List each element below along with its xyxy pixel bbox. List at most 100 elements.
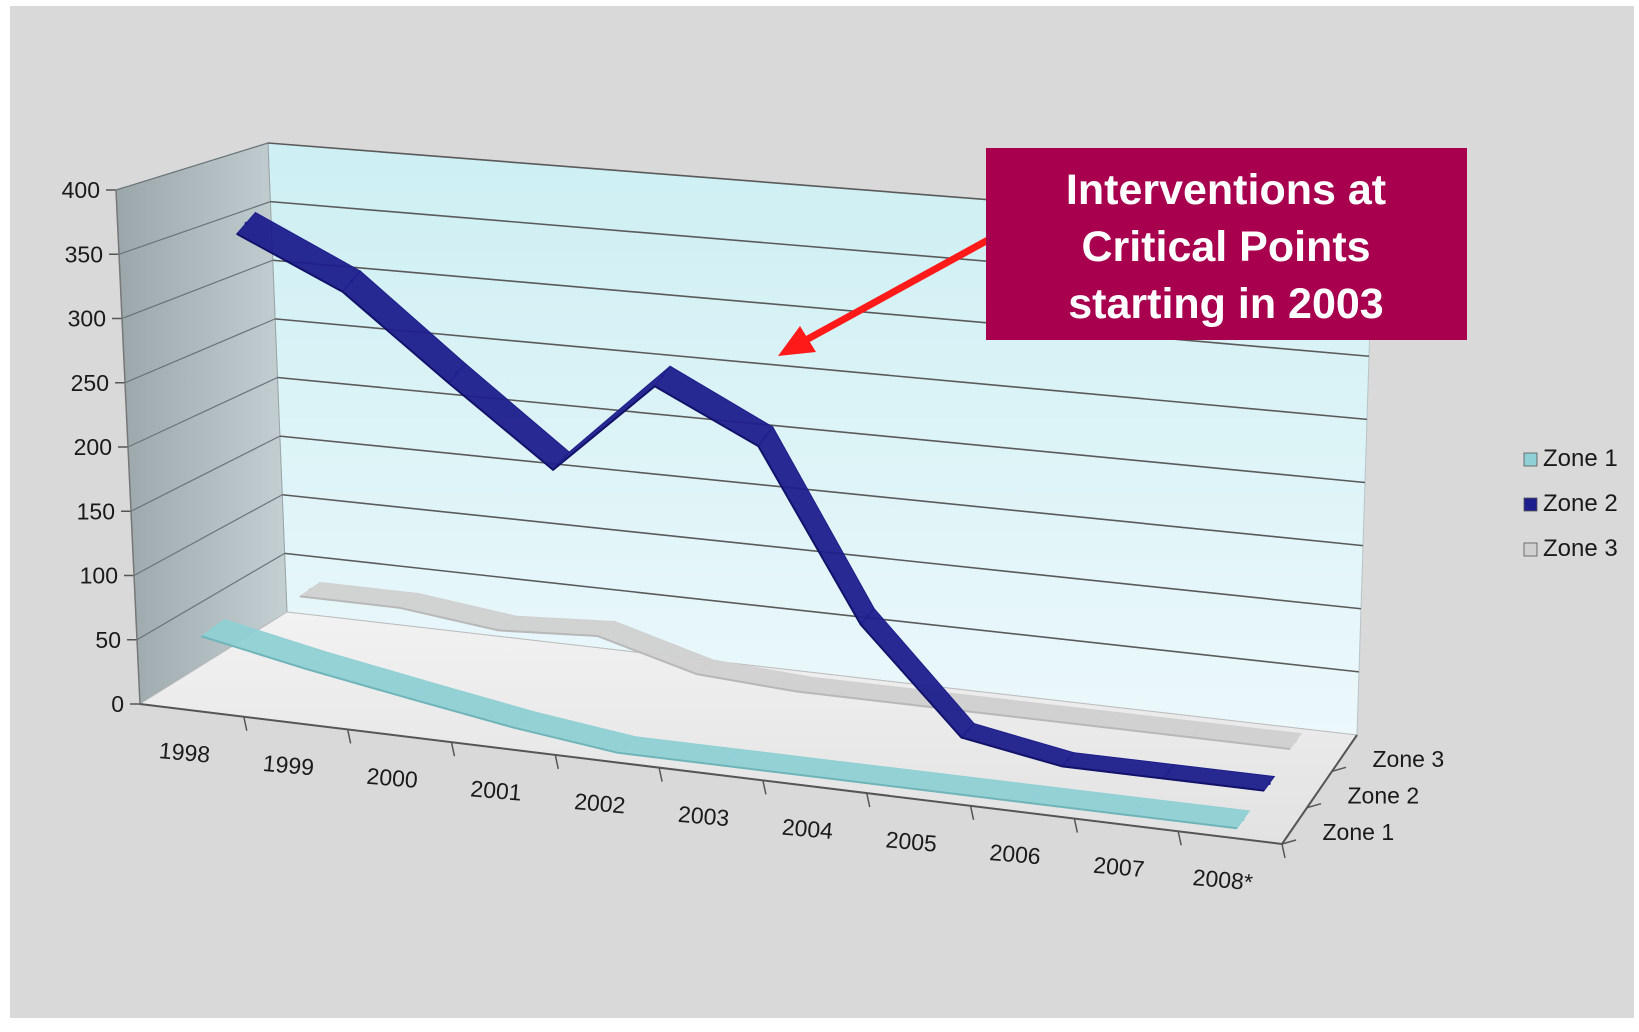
y-tick-label: 100: [80, 563, 118, 589]
data-point: [900, 694, 904, 698]
data-point: [625, 743, 629, 747]
data-point: [350, 279, 353, 283]
data-point: [1036, 793, 1040, 797]
y-tick-label: 150: [77, 498, 115, 524]
ribbon-edge: [299, 595, 1291, 750]
x-tick-label: 1998: [158, 737, 211, 767]
data-point: [802, 682, 805, 686]
side-gridline: [115, 142, 269, 191]
gridlines: [115, 142, 1374, 673]
gridline: [284, 552, 1360, 673]
x-tick-label: 2003: [677, 801, 730, 831]
side-gridline: [121, 259, 273, 320]
x-tick-label: 2008*: [1192, 864, 1254, 895]
x-tick-label: 2007: [1092, 852, 1145, 882]
ribbon-edge: [201, 635, 1238, 830]
x-tick: [1073, 818, 1079, 833]
depth-tick: [1281, 839, 1297, 845]
x-tick: [346, 729, 352, 744]
depth-tick-label: Zone 2: [1348, 783, 1420, 809]
y-tick-label: 250: [71, 370, 109, 396]
data-point: [966, 729, 970, 732]
data-point: [764, 435, 767, 439]
x-tick: [762, 780, 767, 795]
legend-label: Zone 1: [1543, 445, 1618, 472]
axes: 400 350 300 250 200 150 100 50 0 1998 1999 2000 2001…: [62, 177, 1444, 895]
data-point: [419, 689, 422, 693]
y-tick-label: 200: [74, 434, 112, 460]
x-tick: [450, 742, 456, 757]
depth-tick: [1331, 766, 1347, 773]
data-point: [660, 374, 664, 378]
x-tick: [554, 754, 560, 770]
data-point: [308, 588, 312, 591]
gridline: [275, 318, 1368, 421]
x-tick: [1177, 831, 1182, 846]
gridline: [277, 376, 1366, 484]
side-gridline: [130, 435, 281, 512]
side-gridline: [127, 376, 278, 448]
callout-box: [986, 148, 1467, 340]
series-zone-3: [298, 581, 1302, 750]
data-point: [830, 768, 834, 772]
data-point: [244, 221, 248, 225]
y-tick-label: 0: [111, 691, 124, 717]
data-point: [728, 755, 731, 759]
data-point: [1097, 717, 1101, 720]
x-tick-label: 2002: [573, 788, 626, 818]
series-zone-2: [236, 211, 1276, 792]
callout-line-1: Interventions at: [1066, 166, 1386, 214]
x-tick: [969, 805, 975, 820]
depth-tick: [1306, 802, 1322, 809]
ribbon-edge: [236, 233, 1265, 792]
x-tick-label: 2006: [989, 839, 1042, 869]
depth-tick-label: Zone 1: [1323, 819, 1395, 845]
legend-swatch: [1523, 452, 1538, 467]
x-tick: [658, 767, 663, 782]
data-point: [455, 371, 459, 375]
data-point: [998, 705, 1002, 709]
y-tick-label: 350: [65, 241, 103, 267]
callout-arrow-shaft: [804, 236, 990, 344]
data-point: [1066, 758, 1070, 762]
x-axis-line: [139, 703, 1283, 845]
data-point: [1195, 728, 1199, 732]
legend-swatch: [1523, 497, 1538, 512]
callout-line-3: starting in 2003: [1068, 280, 1383, 328]
x-tick-label: 1999: [262, 750, 315, 780]
data-point: [407, 599, 411, 603]
side-gridline: [124, 318, 276, 384]
data-point: [559, 459, 563, 463]
x-tick-label: 2005: [885, 826, 938, 856]
x-tick-label: 2001: [469, 775, 522, 805]
series-lines: [200, 211, 1302, 830]
side-gridline: [133, 494, 283, 577]
gridline: [279, 435, 1364, 547]
callout-arrow-head: [778, 326, 816, 356]
x-tick: [243, 716, 248, 731]
data-point: [1294, 739, 1297, 743]
depth-axis-line: [1281, 734, 1358, 845]
gridline: [272, 259, 1370, 358]
data-point: [933, 780, 937, 784]
data-point: [1138, 805, 1142, 809]
x-tick: [1281, 843, 1286, 859]
data-point: [1241, 818, 1245, 822]
y-tick-label: 400: [62, 177, 100, 203]
x-tick: [865, 792, 871, 808]
legend-swatch: [1523, 542, 1538, 557]
y-axis-line: [115, 189, 141, 705]
callout-line-2: Critical Points: [1081, 223, 1370, 271]
x-tick-label: 2000: [366, 763, 419, 793]
y-tick-label: 300: [68, 306, 106, 332]
data-point: [1267, 782, 1271, 785]
data-point: [211, 626, 215, 630]
legend-label: Zone 2: [1543, 490, 1618, 517]
data-point: [604, 627, 608, 631]
data-point: [506, 621, 510, 625]
legend-label: Zone 3: [1543, 535, 1618, 562]
series-zone-1: [200, 619, 1251, 830]
side-gridline: [136, 552, 285, 641]
